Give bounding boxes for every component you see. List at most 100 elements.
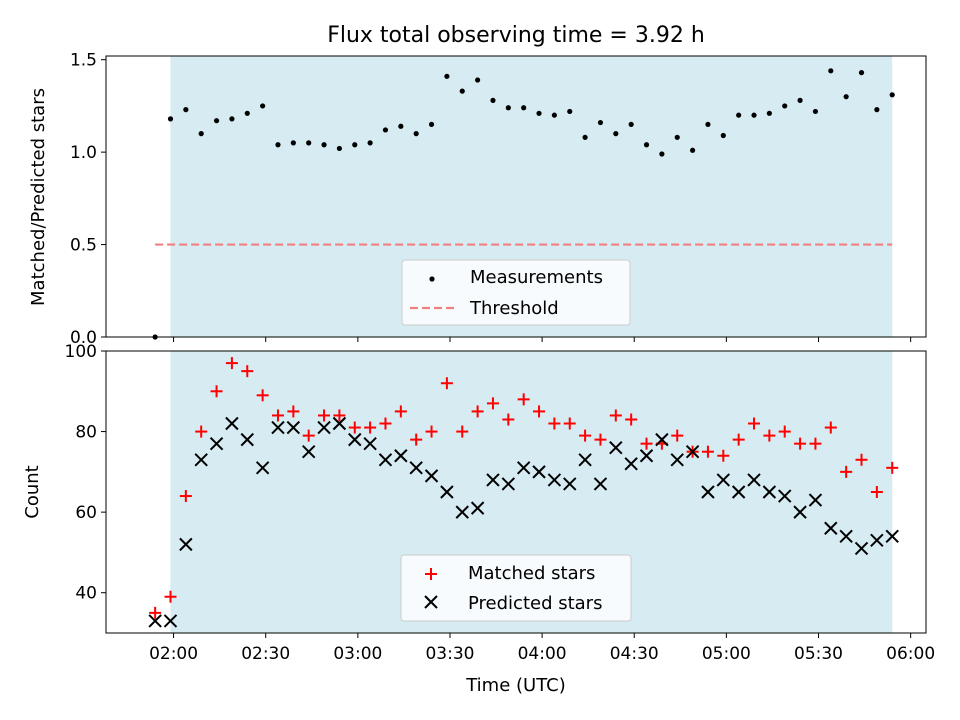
- matched-star-point: [425, 425, 438, 438]
- predicted-star-point: [778, 489, 792, 503]
- measurement-point: [367, 140, 373, 146]
- measurement-point: [736, 112, 742, 118]
- measurement-point: [244, 110, 250, 116]
- predicted-star-point: [409, 461, 423, 475]
- predicted-star-point: [255, 461, 270, 475]
- matched-star-point: [701, 445, 714, 458]
- bottom-legend-box: [400, 554, 632, 622]
- matched-star-point: [471, 405, 484, 418]
- top-plot-frame: [105, 55, 927, 338]
- legend-predicted-marker: [424, 595, 438, 609]
- measurement-point: [551, 112, 557, 118]
- matched-star-point: [241, 365, 254, 378]
- predicted-star-point: [609, 440, 623, 455]
- matched-star-point: [671, 429, 684, 442]
- matched-star-point: [625, 413, 638, 426]
- predicted-star-point: [286, 420, 301, 435]
- bottom-matched-points: [149, 357, 899, 619]
- predicted-star-point: [394, 449, 408, 463]
- top-y-axis: 0.0 0.5 1.0 1.5: [70, 51, 106, 348]
- bottom-legend: Matched stars Predicted stars: [400, 554, 632, 622]
- predicted-star-point: [578, 453, 592, 467]
- matched-star-point: [763, 429, 776, 442]
- predicted-star-point: [470, 501, 485, 515]
- measurement-point: [306, 140, 312, 146]
- matched-star-point: [225, 357, 238, 370]
- measurement-point: [567, 108, 573, 115]
- measurement-point: [582, 134, 588, 140]
- matched-star-point: [164, 590, 177, 603]
- matched-star-point: [748, 417, 761, 430]
- top-panel: Flux total observing time = 3.92 h 0.00.…: [28, 23, 927, 348]
- predicted-star-point: [455, 505, 469, 519]
- bottom-y-axis-label: Count: [22, 465, 43, 518]
- predicted-star-point: [240, 432, 254, 447]
- matched-star-point: [179, 490, 192, 503]
- predicted-star-point: [701, 485, 715, 499]
- x-axis-label: Time (UTC): [465, 675, 566, 696]
- measurement-point: [167, 116, 174, 122]
- bottom-y-tick-label: 40: [75, 584, 97, 604]
- predicted-star-point: [624, 457, 638, 471]
- predicted-star-point: [532, 465, 546, 479]
- matched-star-point: [210, 385, 223, 398]
- top-y-tick-label: 1.0: [70, 143, 97, 163]
- predicted-star-point: [685, 445, 700, 459]
- bottom-y-tick-label: 100: [65, 342, 97, 362]
- bottom-y-axis: 40 60 80 100: [65, 342, 106, 604]
- top-legend: Measurements Threshold: [401, 259, 631, 326]
- matched-star-point: [364, 421, 377, 434]
- matched-star-point: [486, 397, 499, 410]
- measurement-point: [628, 121, 634, 128]
- measurement-point: [597, 119, 604, 126]
- measurement-point: [398, 123, 404, 129]
- matched-star-point: [410, 433, 423, 446]
- measurement-point: [751, 112, 757, 118]
- predicted-star-point: [363, 436, 377, 451]
- measurement-point: [505, 105, 511, 111]
- predicted-star-point: [179, 537, 193, 552]
- measurement-point: [490, 97, 496, 103]
- predicted-star-point: [670, 453, 684, 467]
- measurement-point: [413, 131, 419, 137]
- matched-star-point: [502, 413, 515, 426]
- matched-star-point: [609, 409, 622, 422]
- predicted-star-point: [885, 529, 899, 544]
- predicted-star-point: [824, 521, 838, 535]
- top-y-tick-label: 1.5: [70, 51, 97, 71]
- matched-star-point: [533, 405, 546, 418]
- measurement-point: [889, 92, 895, 98]
- x-tick-label: 04:00: [518, 644, 567, 664]
- x-tick-label: 05:00: [702, 644, 751, 664]
- top-y-tick-label: 0.0: [70, 328, 97, 348]
- matched-star-point: [732, 433, 745, 446]
- predicted-star-point: [516, 461, 531, 475]
- matched-star-point: [271, 409, 284, 422]
- predicted-star-point: [808, 493, 823, 507]
- matched-star-point: [824, 421, 837, 434]
- bottom-y-tick-label: 80: [75, 423, 97, 443]
- predicted-star-point: [870, 533, 884, 548]
- predicted-star-point: [547, 473, 562, 487]
- predicted-star-point: [332, 416, 347, 431]
- legend-measurements-marker: [429, 276, 435, 282]
- predicted-star-point: [563, 477, 577, 491]
- top-chart-title: Flux total observing time = 3.92 h: [327, 23, 705, 48]
- measurement-point: [659, 151, 665, 157]
- predicted-star-point: [424, 469, 439, 483]
- predicted-star-point: [747, 473, 761, 487]
- predicted-star-point: [271, 420, 285, 435]
- matched-star-point: [640, 437, 653, 450]
- x-tick-label: 02:00: [149, 644, 198, 664]
- measurement-point: [828, 68, 834, 74]
- matched-star-point: [594, 433, 607, 446]
- predicted-star-point: [593, 477, 608, 491]
- bottom-x-axis: 02:00 02:30 03:00 03:30 04:00 04:30 05:00 05:30…: [149, 633, 935, 664]
- x-tick-label: 06:00: [886, 644, 935, 664]
- matched-star-point: [855, 453, 868, 466]
- bottom-panel: 40 60 80 100 02:00 02:30 03:00 03:30 04:00 04:30…: [22, 342, 935, 696]
- predicted-star-point: [225, 416, 239, 431]
- x-tick-label: 03:00: [333, 644, 382, 664]
- measurement-point: [613, 131, 619, 137]
